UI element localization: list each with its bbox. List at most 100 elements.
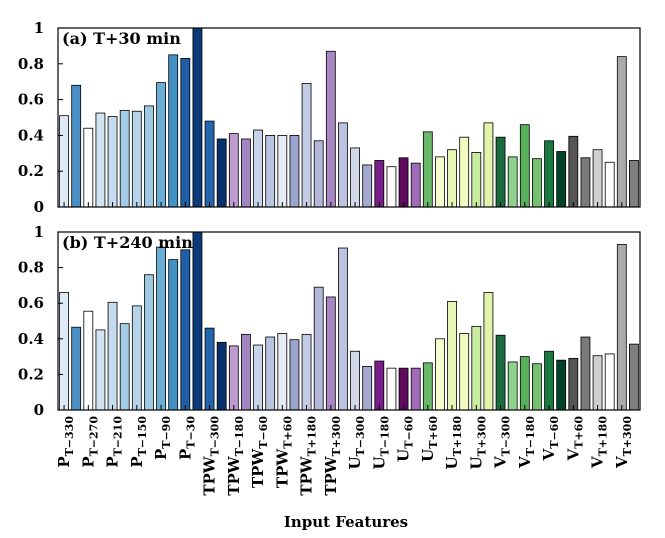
bar-a-14	[228, 133, 239, 208]
bar-a-7	[144, 105, 154, 208]
bar-a-24	[350, 147, 360, 208]
x-category-base: V	[613, 456, 631, 469]
x-category-base: U	[419, 449, 437, 462]
bar-b-29	[410, 367, 421, 411]
x-category-base: TPW	[322, 455, 340, 495]
bar-a-3	[95, 112, 106, 208]
x-category-base: P	[176, 449, 194, 460]
bar-b-31	[435, 338, 445, 411]
plot-frame	[57, 27, 641, 208]
y-tick-label: 0.4	[18, 126, 44, 144]
bar-b-23	[338, 247, 348, 411]
bar-b-16	[253, 344, 263, 411]
bar-b-35	[483, 292, 494, 411]
x-category-base: TPW	[249, 448, 267, 488]
x-category-label: VT+60	[564, 416, 585, 462]
bar-b-17	[265, 336, 276, 411]
bar-b-5	[119, 323, 130, 411]
y-tick-label: 0.2	[18, 365, 44, 383]
x-category-base: P	[128, 456, 146, 467]
y-tick-label: 0	[34, 198, 44, 216]
bar-b-43	[580, 336, 591, 411]
x-category-subscript: T−60	[548, 416, 561, 449]
x-category-subscript: T+60	[281, 416, 294, 449]
x-category-subscript: T−300	[209, 416, 222, 457]
bar-a-41	[556, 151, 567, 208]
x-category-subscript: T−210	[112, 416, 125, 457]
bar-a-13	[216, 138, 227, 208]
bar-b-19	[289, 339, 300, 411]
x-category-label: VT−300	[492, 416, 513, 469]
x-category-subscript: T−150	[136, 416, 149, 457]
panel-title: (b) T+240 min	[62, 233, 193, 252]
x-category-label: PT−30	[176, 416, 197, 460]
bar-a-6	[131, 110, 142, 208]
bar-a-27	[386, 166, 397, 208]
bar-a-31	[435, 156, 445, 208]
bar-b-24	[350, 350, 360, 411]
bar-a-39	[532, 158, 542, 208]
x-category-base: V	[516, 456, 534, 469]
x-category-base: U	[395, 449, 413, 462]
x-category-label: PT−210	[104, 416, 125, 468]
bar-a-17	[265, 134, 276, 208]
panel-title: (a) T+30 min	[62, 29, 181, 48]
bar-b-6	[131, 305, 142, 411]
bar-b-4	[107, 301, 118, 411]
bar-b-15	[241, 333, 251, 411]
x-category-base: P	[55, 456, 73, 467]
x-category-base: P	[152, 449, 170, 460]
bar-a-2	[83, 127, 94, 208]
x-category-label: TPWT+180	[298, 416, 319, 496]
y-tick-label: 0.6	[18, 91, 44, 109]
bar-b-38	[519, 356, 530, 411]
x-category-label: TPWT+60	[273, 416, 294, 488]
x-category-label: PT−150	[128, 416, 149, 468]
bar-a-34	[471, 152, 482, 208]
bar-b-20	[301, 333, 312, 411]
bar-b-44	[592, 355, 603, 411]
bar-a-37	[507, 156, 518, 208]
x-category-subscript: T−60	[403, 416, 416, 449]
bar-a-35	[483, 122, 494, 208]
x-category-base: U	[370, 456, 388, 469]
bar-a-15	[241, 138, 251, 208]
bar-b-11	[192, 231, 203, 411]
bar-b-0	[59, 292, 69, 411]
bar-b-32	[447, 301, 457, 411]
bar-a-44	[592, 149, 603, 208]
bar-b-22	[325, 296, 336, 411]
x-category-subscript: T−330	[63, 416, 76, 457]
x-category-subscript: T−270	[87, 416, 100, 457]
x-category-label: UT+180	[443, 416, 464, 470]
x-category-label: UT−180	[370, 416, 391, 470]
x-category-subscript: T+60	[572, 416, 585, 449]
bar-a-42	[568, 135, 579, 208]
bar-b-13	[216, 341, 227, 411]
bar-a-25	[362, 164, 373, 208]
bar-a-23	[338, 122, 348, 208]
y-tick-label: 1	[34, 19, 44, 37]
bar-b-47	[629, 343, 639, 411]
x-category-subscript: T+60	[427, 416, 440, 449]
x-category-base: U	[443, 456, 461, 469]
x-category-label: VT+180	[589, 416, 610, 469]
x-category-label: TPWT−60	[249, 416, 270, 488]
bar-b-1	[71, 326, 82, 411]
bar-a-21	[313, 140, 324, 208]
bar-b-21	[313, 286, 324, 411]
x-category-base: TPW	[201, 455, 219, 495]
x-category-subscript: T−90	[160, 416, 173, 449]
y-tick-label: 0.8	[18, 259, 44, 277]
bar-a-26	[374, 160, 385, 208]
x-category-base: P	[79, 456, 97, 467]
bar-a-8	[156, 82, 166, 208]
bar-b-42	[568, 357, 579, 411]
bar-a-4	[107, 116, 118, 208]
panel-b: 0 0.2 0.4 0.6 0.8 1 (b) T+240 min	[18, 223, 641, 419]
x-category-label: UT+300	[467, 416, 488, 470]
x-category-base: V	[492, 456, 510, 469]
bar-a-38	[519, 124, 530, 208]
x-category-base: V	[589, 456, 607, 469]
bar-b-26	[374, 360, 385, 411]
